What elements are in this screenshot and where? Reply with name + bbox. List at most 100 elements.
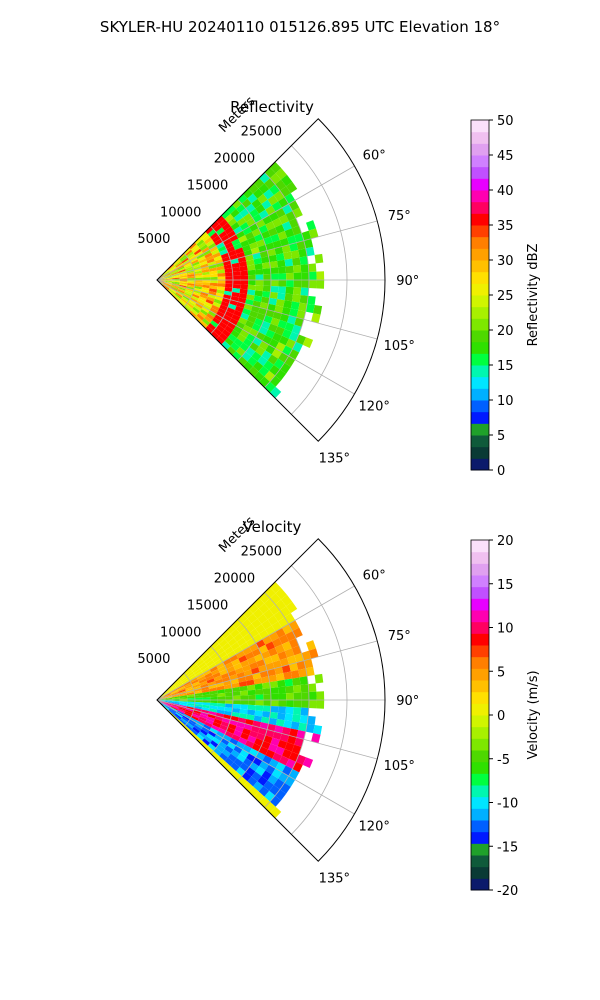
data-cell [233, 745, 243, 754]
data-cell [187, 276, 195, 279]
data-cell [203, 249, 212, 256]
data-cell [313, 724, 323, 735]
data-cell [164, 694, 172, 698]
data-cell [217, 706, 226, 711]
data-cell [179, 719, 187, 726]
data-cell [295, 334, 306, 345]
data-cell [251, 228, 262, 237]
data-cell [254, 738, 264, 747]
data-cell [206, 659, 215, 667]
data-cell [204, 252, 213, 259]
data-cell [246, 333, 256, 343]
data-cell [179, 695, 188, 698]
data-cell [270, 687, 279, 695]
data-cell [225, 692, 233, 697]
data-cell [284, 258, 294, 267]
data-cell [172, 700, 180, 703]
data-cell [194, 690, 203, 695]
data-cell [168, 289, 175, 296]
data-cell [230, 329, 240, 339]
data-cell [181, 296, 189, 303]
colorbar-swatch [471, 330, 489, 343]
data-cell [202, 694, 211, 698]
data-cell [253, 715, 263, 723]
data-cell [224, 325, 234, 334]
data-cell [248, 366, 259, 377]
data-cell [183, 667, 191, 675]
data-cell [194, 280, 203, 283]
data-cell [170, 286, 178, 291]
data-cell [284, 648, 295, 658]
data-cell [236, 753, 247, 763]
data-cell [265, 221, 276, 231]
data-cell [215, 262, 224, 268]
data-cell [288, 331, 299, 342]
data-cell [273, 610, 285, 622]
data-cell [269, 604, 280, 616]
data-cell [268, 743, 278, 753]
data-cell [164, 701, 173, 704]
theta-tick-label: 135° [319, 451, 350, 466]
data-cell [175, 712, 183, 718]
data-cell [198, 296, 207, 302]
data-cell [168, 288, 176, 295]
data-cell [233, 325, 243, 334]
colorbar-swatch [471, 143, 489, 156]
data-cell [246, 637, 256, 647]
data-cell [230, 749, 240, 759]
data-cell [255, 331, 266, 341]
data-cell [193, 304, 202, 312]
data-cell [202, 271, 210, 276]
data-cell [173, 714, 181, 721]
colorbar-swatch [471, 633, 489, 646]
data-cell [189, 717, 198, 723]
data-cell [185, 289, 194, 294]
data-cell [198, 258, 207, 264]
data-cell [201, 266, 210, 271]
range-tick-label: 10000 [160, 625, 201, 640]
data-cell [217, 245, 227, 253]
data-cell [219, 752, 228, 762]
data-cell [189, 310, 197, 318]
data-cell [196, 313, 205, 321]
data-cell [216, 731, 225, 738]
data-cell [196, 720, 205, 727]
data-cell [258, 307, 268, 316]
data-cell [298, 248, 308, 258]
data-cell [249, 643, 259, 652]
data-cell [239, 329, 250, 338]
data-cell [216, 635, 225, 645]
colorbar-swatch [471, 283, 489, 296]
data-cell [227, 250, 237, 257]
data-cell [164, 702, 172, 706]
data-cell [273, 190, 285, 202]
colorbar-tick-label: -20 [497, 884, 518, 899]
data-cell [253, 371, 265, 383]
data-cell [176, 291, 184, 297]
reflectivity-panel: 60° 75° 90° 105° 120° 135° 5000 10000 15000 20000… [137, 94, 541, 479]
colorbar-swatch [471, 271, 489, 284]
data-cell [248, 786, 259, 797]
data-cell [196, 659, 205, 667]
data-cell [168, 685, 176, 692]
data-cell [162, 690, 170, 696]
data-cell [283, 300, 293, 309]
data-cell [202, 280, 211, 283]
data-cell [199, 680, 208, 686]
data-cell [296, 310, 306, 320]
data-cell [269, 260, 278, 269]
data-cell [247, 689, 256, 696]
data-cell [203, 724, 212, 731]
data-cell [269, 795, 282, 807]
data-cell [193, 709, 202, 715]
data-cell [275, 253, 285, 261]
data-cell [249, 628, 259, 638]
colorbar-swatch [471, 248, 489, 261]
colorbar-tick-label: 40 [497, 184, 514, 199]
data-cell [218, 741, 228, 750]
panel-title: Velocity [243, 518, 302, 536]
data-cell [162, 689, 169, 696]
data-cell [268, 717, 278, 726]
data-cell [178, 673, 186, 680]
